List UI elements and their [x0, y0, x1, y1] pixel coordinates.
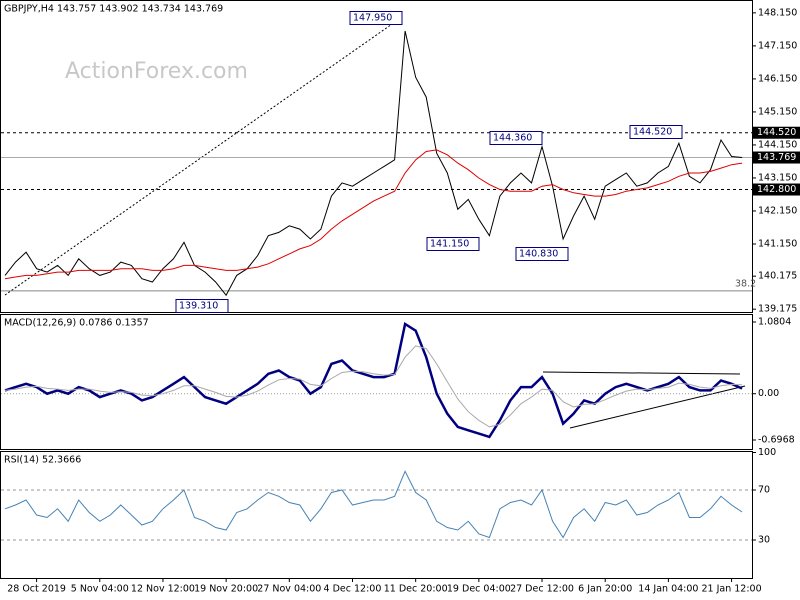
- level-box: [753, 183, 800, 196]
- watermark: ActionForex.com: [65, 59, 248, 84]
- x-tick-label: 27 Nov 04:00: [257, 584, 321, 595]
- y-tick-label: -0.6968: [758, 435, 795, 446]
- x-tick-label: 19 Dec 04:00: [447, 584, 511, 595]
- y-tick-label: 147.150: [758, 40, 797, 51]
- level-label: 144.520: [757, 127, 796, 138]
- x-tick-label: 4 Dec 12:00: [324, 584, 382, 595]
- x-tick-label: 11 Dec 20:00: [384, 584, 448, 595]
- annotation-box: [629, 125, 683, 139]
- y-tick-label: 142.150: [758, 205, 797, 216]
- x-tick-label: 27 Dec 12:00: [510, 584, 574, 595]
- x-tick-label: 6 Jan 20:00: [578, 584, 632, 595]
- panel-title: GBPJPY,H4 143.757 143.902 143.734 143.76…: [4, 4, 223, 15]
- annotation-box: [515, 247, 569, 261]
- y-tick-label: 0.00: [758, 388, 779, 399]
- panel-title: MACD(12,26,9) 0.0786 0.1357: [4, 318, 149, 329]
- series-line: [4, 470, 743, 539]
- level-box: [753, 151, 800, 164]
- panel-frame: [0, 0, 753, 313]
- y-tick-label: 146.150: [758, 73, 797, 84]
- trend-line: [542, 371, 741, 375]
- x-tick-label: 21 Jan 12:00: [701, 584, 761, 595]
- y-tick-label: 148.150: [758, 7, 797, 18]
- x-tick-label: 14 Jan 04:00: [638, 584, 698, 595]
- annotation: 139.310: [179, 301, 218, 312]
- panel-title: RSI(14) 52.3666: [4, 455, 81, 466]
- annotation-box: [489, 131, 543, 145]
- x-tick-label: 12 Nov 12:00: [131, 584, 195, 595]
- level-label: 143.769: [757, 152, 796, 163]
- y-tick-label: 144.150: [758, 139, 797, 150]
- annotation-box: [175, 299, 229, 313]
- x-tick-label: 5 Nov 04:00: [71, 584, 129, 595]
- annotation-box: [349, 11, 403, 25]
- y-tick-label: 70: [758, 485, 770, 496]
- panel-frame: [0, 451, 753, 579]
- y-tick-label: 145.150: [758, 106, 797, 117]
- x-tick-label: 19 Nov 20:00: [194, 584, 258, 595]
- annotation: 141.150: [430, 239, 469, 250]
- y-tick-label: 139.175: [758, 304, 797, 315]
- panel-frame: [0, 314, 753, 450]
- series-line: [4, 30, 743, 297]
- level-label: 142.800: [757, 184, 796, 195]
- series-line: [4, 149, 743, 280]
- annotation: 147.950: [353, 13, 392, 24]
- y-tick-label: 140.175: [758, 271, 797, 282]
- annotation: 144.360: [493, 133, 532, 144]
- level-box: [753, 126, 800, 139]
- trend-line: [4, 21, 396, 296]
- series-line: [4, 345, 743, 428]
- y-tick-label: 100: [758, 447, 776, 458]
- annotation-box: [426, 237, 480, 251]
- trend-line: [569, 385, 746, 429]
- annotation: 140.830: [519, 249, 558, 260]
- y-tick-label: 1.0804: [758, 317, 791, 328]
- fib-label: 38.2: [735, 278, 756, 289]
- annotation: 144.520: [633, 127, 672, 138]
- x-tick-label: 28 Oct 2019: [7, 584, 66, 595]
- y-tick-label: 143.150: [758, 172, 797, 183]
- y-tick-label: 30: [758, 535, 770, 546]
- y-tick-label: 141.150: [758, 238, 797, 249]
